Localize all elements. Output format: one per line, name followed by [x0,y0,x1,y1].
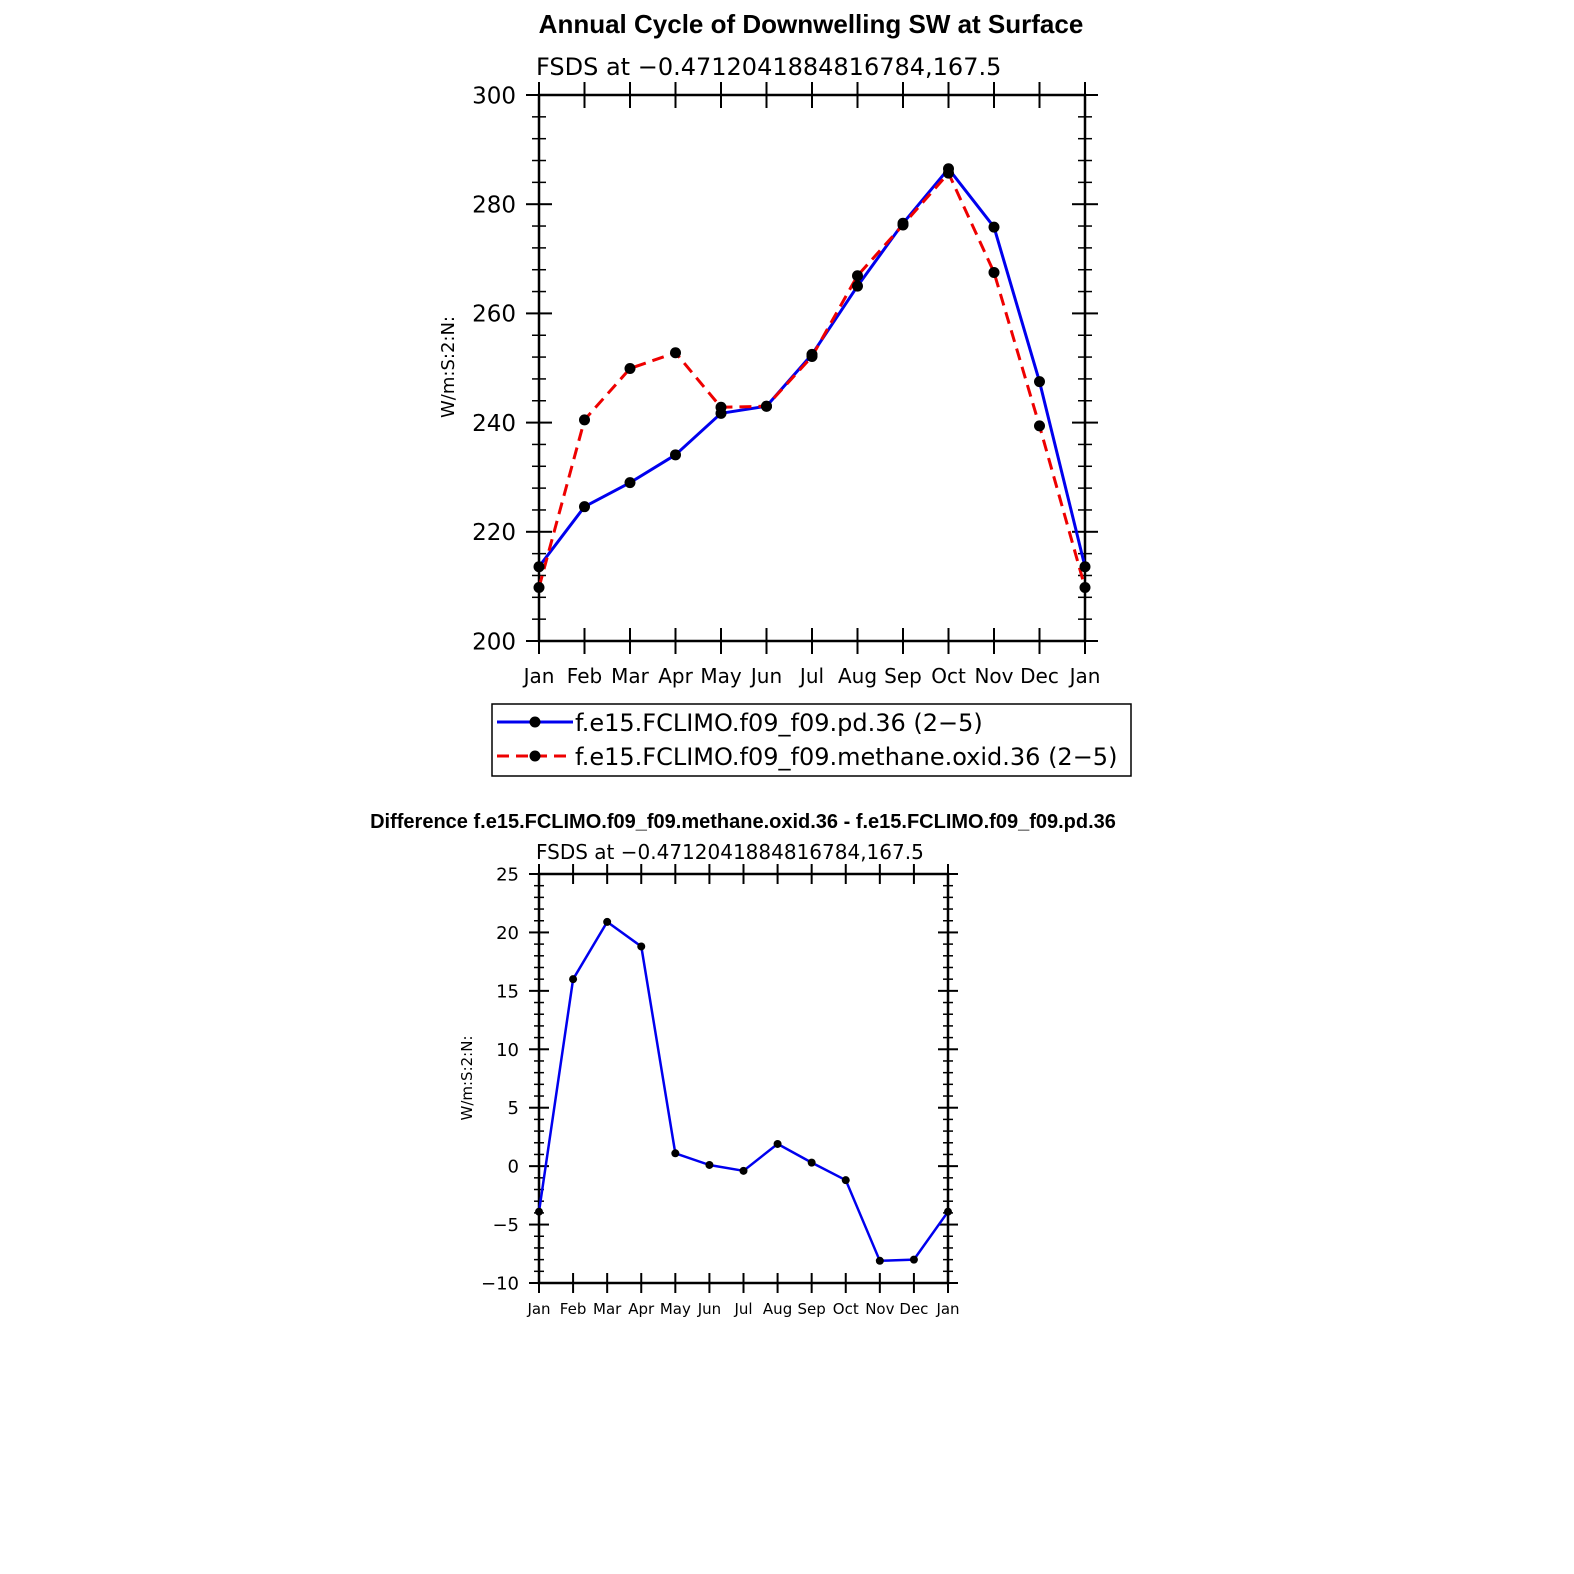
x-tick-label: May [660,1300,691,1318]
x-tick-label: Feb [560,1300,587,1318]
difference-series-group [535,917,952,1265]
x-tick-label: Apr [658,664,693,688]
data-point [1079,561,1091,573]
y-tick-label: 10 [496,1040,519,1061]
x-tick-label: Nov [974,664,1013,688]
y-tick-label: 0 [508,1157,519,1178]
data-point [569,975,578,984]
y-axis-label: W/m:S:2:N: [438,316,459,418]
plot-area-border [537,93,1087,643]
data-point [943,167,954,179]
annual-cycle-panel: Annual Cycle of Downwelling SW at Surfac… [438,9,1132,777]
data-point [739,1166,748,1175]
x-tick-label: Sep [884,664,922,688]
data-point [988,221,1000,233]
data-point [671,1149,680,1158]
data-point [841,1176,850,1185]
data-point [852,280,863,292]
x-tick-label: Jan [935,1300,959,1318]
x-tick-label: Jan [526,1300,550,1318]
difference-y-axis-label: W/m:S:2:N: [458,1036,476,1121]
data-point [603,917,612,926]
data-point [761,400,772,412]
x-tick-label: Jan [522,664,555,688]
axis-ticks: 200 220 240 260 280 300 Jan Feb Mar Apr May Jun Jul A… [472,82,1100,688]
chart-subtitle: FSDS at −0.4712041884816784,167.5 [536,53,1001,81]
series-line-0 [537,920,950,1263]
legend-box [491,703,1132,777]
chart-title: Annual Cycle of Downwelling SW at Surfac… [539,9,1084,39]
data-point [806,351,818,363]
x-tick-label: Sep [798,1300,826,1318]
x-tick-label: Mar [611,664,650,688]
data-point [637,942,646,951]
data-point [670,347,681,359]
series-line-1 [537,171,1087,588]
data-point [533,581,545,593]
data-point [579,414,590,426]
y-tick-label: 15 [496,981,519,1002]
y-tick-label: 260 [472,302,516,328]
data-point [670,449,681,461]
data-point [715,401,727,413]
x-tick-label: Aug [763,1300,792,1318]
data-point [807,1158,816,1167]
data-point [1034,420,1045,432]
data-point [1079,581,1091,593]
y-tick-label: 280 [472,192,516,218]
x-tick-label: Feb [567,664,602,688]
data-point [988,266,1000,278]
x-tick-label: Dec [1020,664,1059,688]
legend: f.e15.FCLIMO.f09_f09.pd.36 (2−5) f.e15.FC… [491,703,1132,777]
x-tick-label: Mar [593,1300,622,1318]
y-tick-label: 240 [472,411,516,437]
data-point [624,363,636,375]
data-point [1034,376,1045,388]
x-tick-label: Jan [1068,664,1101,688]
series-line-0 [537,167,1087,568]
legend-label-0: f.e15.FCLIMO.f09_f09.pd.36 (2−5) [575,709,983,737]
y-tick-label: 200 [472,629,516,655]
x-tick-label: Oct [931,664,966,688]
y-tick-label: 5 [508,1098,519,1119]
x-tick-label: Jun [697,1300,721,1318]
data-point [624,477,636,489]
y-tick-label: 300 [472,83,516,109]
x-tick-label: Dec [899,1300,928,1318]
y-tick-label: 20 [496,923,519,944]
x-tick-label: Jul [798,664,824,688]
x-tick-label: Jul [733,1300,752,1318]
data-point [773,1139,782,1148]
difference-title: Difference f.e15.FCLIMO.f09_f09.methane.… [370,811,1116,833]
data-point [535,1207,543,1216]
difference-subtitle: FSDS at −0.4712041884816784,167.5 [536,840,924,864]
data-point [852,270,863,282]
y-tick-label: 220 [472,520,516,546]
y-tick-label: −5 [492,1215,519,1236]
x-tick-label: Oct [833,1300,859,1318]
plot-frame [537,93,1087,643]
x-tick-label: May [700,664,742,688]
data-point [533,561,545,573]
y-tick-label: 25 [496,864,519,885]
data-point [579,501,590,513]
difference-panel: Difference f.e15.FCLIMO.f09_f09.methane.… [370,811,1116,1318]
legend-marker [529,716,541,728]
data-point [897,219,909,231]
series-group [533,163,1091,593]
legend-marker [529,750,541,762]
data-point [944,1207,952,1216]
data-point [909,1255,918,1264]
data-point [875,1256,884,1265]
data-point [705,1160,714,1169]
x-tick-label: Jun [749,664,782,688]
y-tick-label: −10 [481,1273,519,1294]
difference-axis-ticks: −10 −5 0 5 10 15 20 25 Jan Feb Mar Apr May Jun Jul Aug S… [481,864,960,1318]
x-tick-label: Aug [838,664,877,688]
x-tick-label: Nov [865,1300,894,1318]
legend-label-1: f.e15.FCLIMO.f09_f09.methane.oxid.36 (2−… [575,743,1117,771]
x-tick-label: Apr [628,1300,655,1318]
